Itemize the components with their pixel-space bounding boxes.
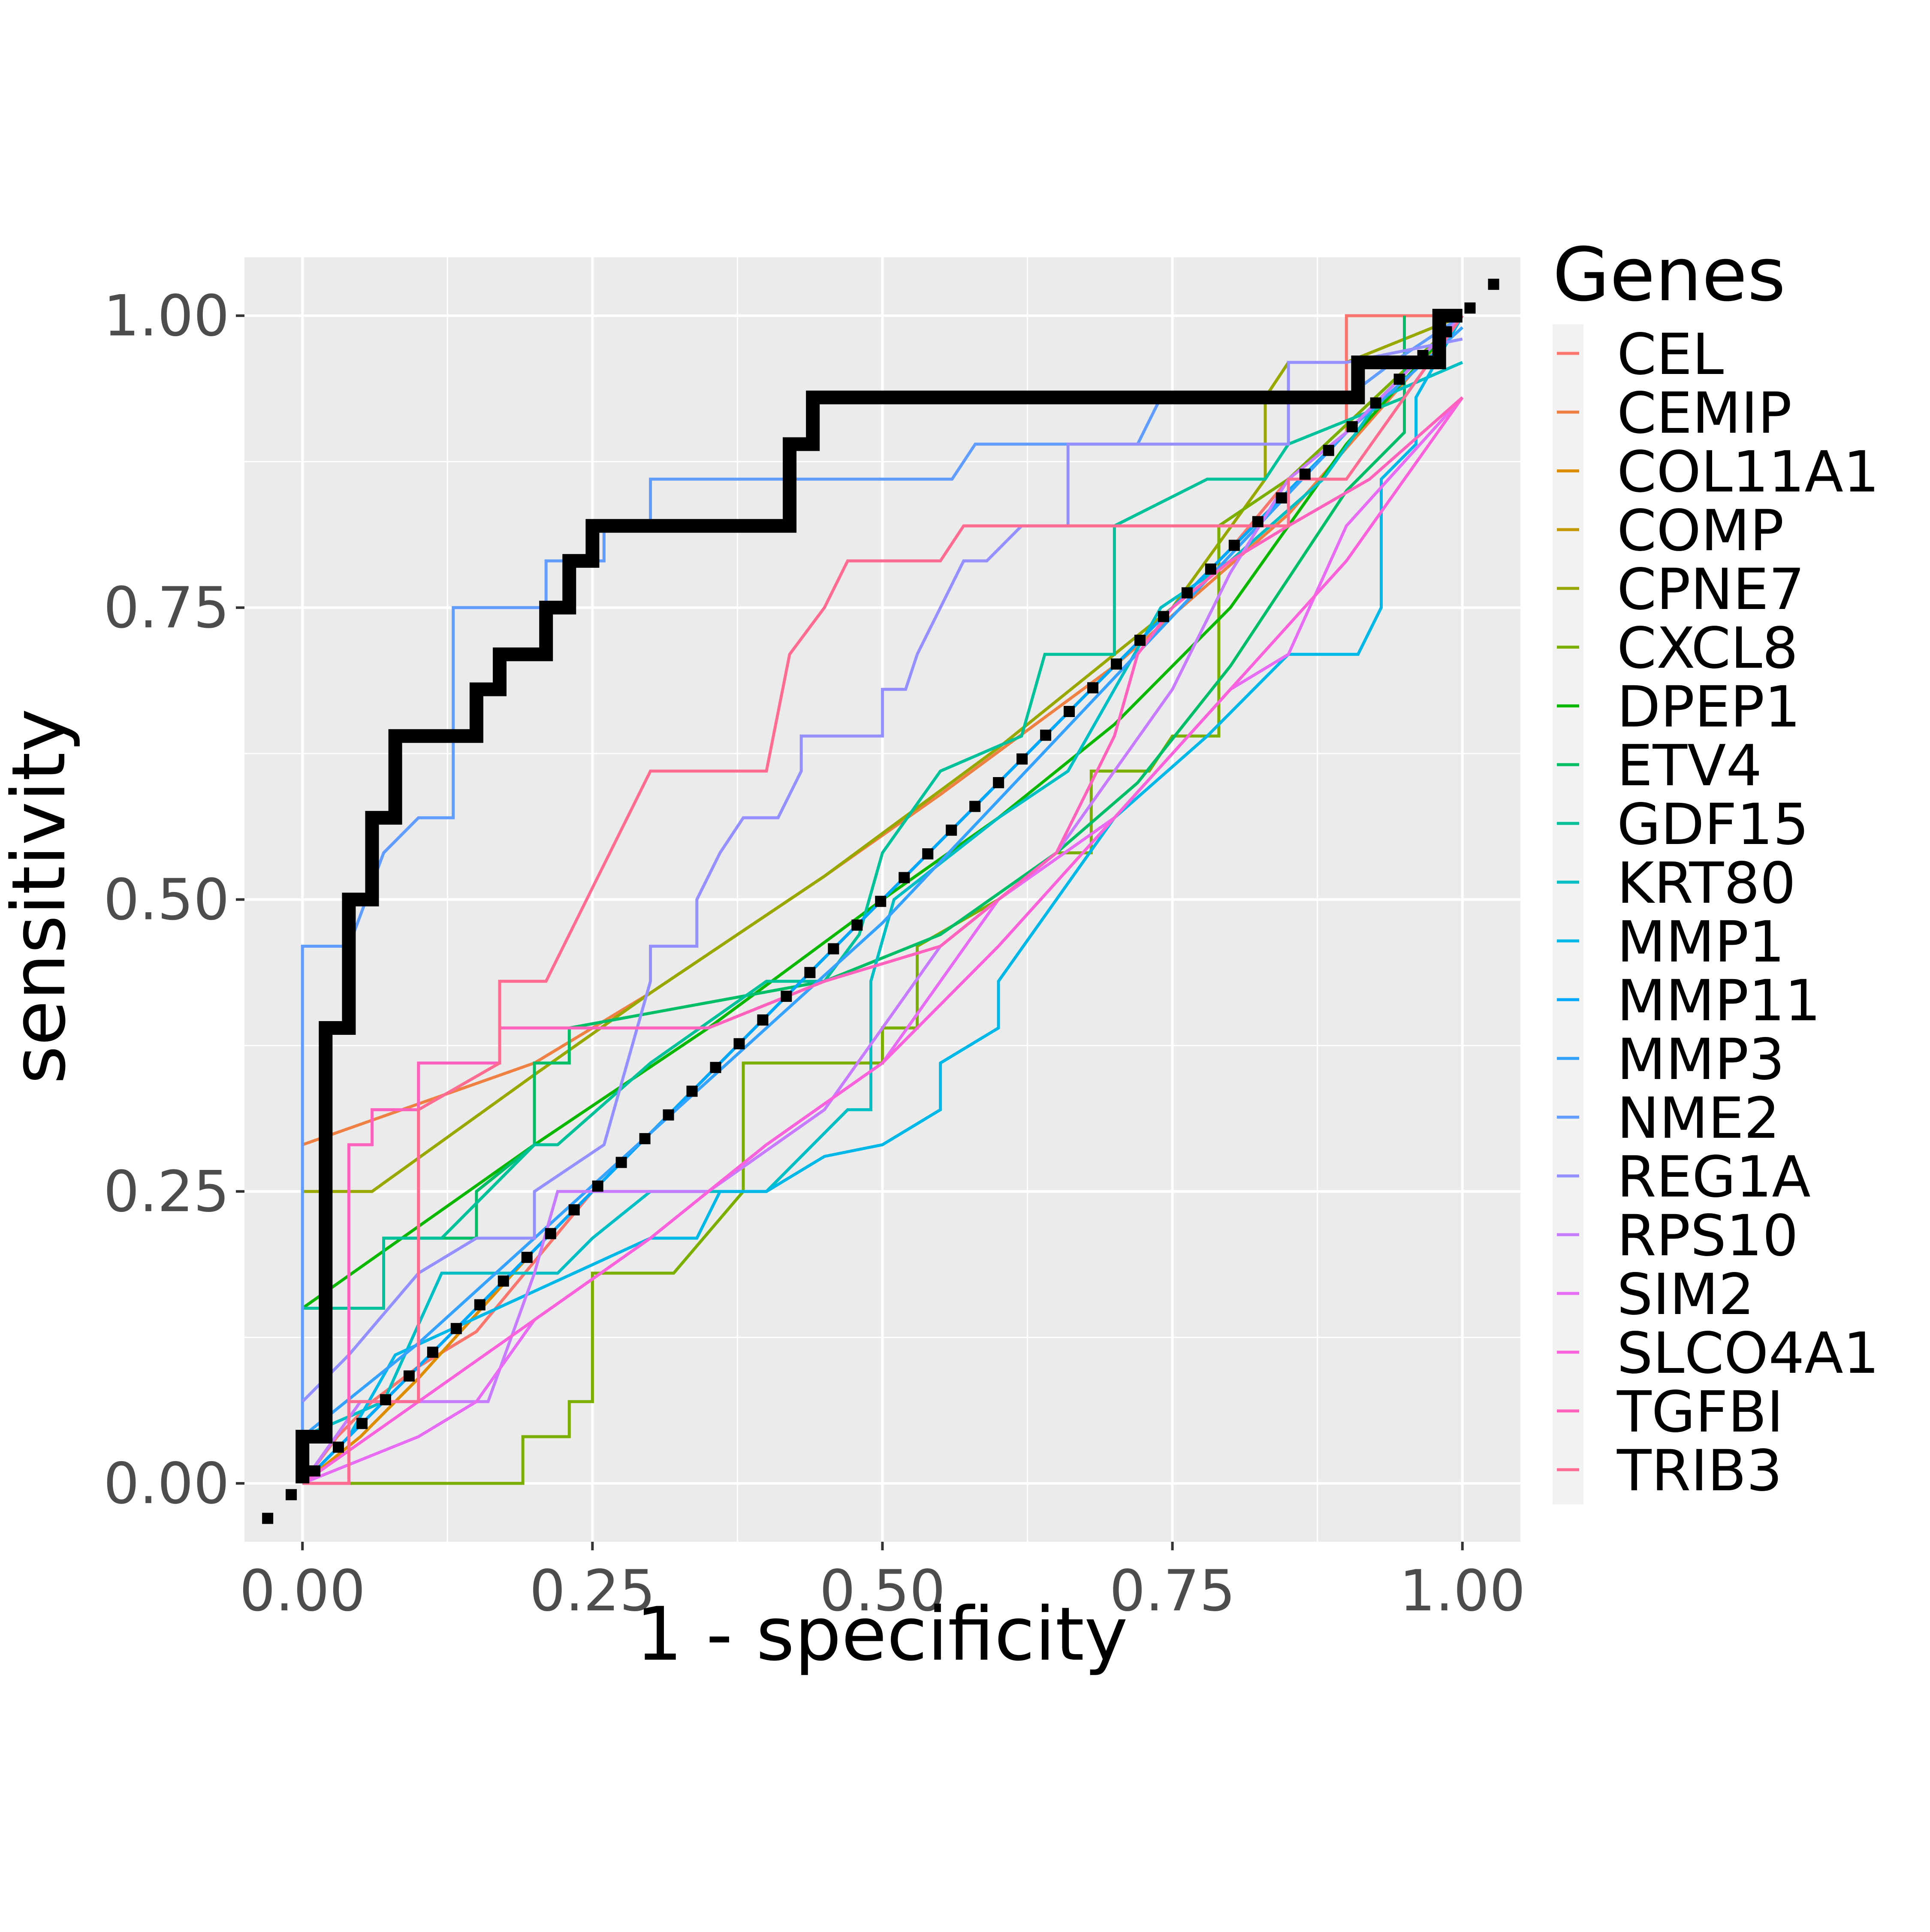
legend: Genes CELCEMIPCOL11A1COMPCPNE7CXCL8DPEP1… xyxy=(1553,232,1879,1504)
y-axis-title: sensitivity xyxy=(0,708,82,1084)
legend-label-krt80: KRT80 xyxy=(1617,850,1796,916)
series-line-slco4a1 xyxy=(302,396,1464,1485)
y-tick-label: 0.00 xyxy=(103,1451,229,1517)
series-line-trib3 xyxy=(302,315,1464,1485)
series-line-nme2 xyxy=(301,314,1463,1483)
legend-label-mmp1: MMP1 xyxy=(1617,909,1785,975)
series-line-tgfbi xyxy=(302,396,1464,1485)
legend-label-sim2: SIM2 xyxy=(1617,1262,1755,1328)
legend-label-nme2: NME2 xyxy=(1617,1085,1780,1151)
legend-label-cel: CEL xyxy=(1617,322,1724,388)
x-tick-label: 0.75 xyxy=(1110,1558,1236,1624)
legend-label-etv4: ETV4 xyxy=(1617,733,1762,799)
legend-label-slco4a1: SLCO4A1 xyxy=(1617,1320,1879,1386)
y-tick-label: 0.25 xyxy=(103,1159,229,1225)
x-tick-label: 0.25 xyxy=(529,1558,655,1624)
series-line-reference xyxy=(259,261,1517,1526)
series-line-combined xyxy=(296,309,1463,1483)
series-line-gdf15 xyxy=(302,315,1464,1310)
x-tick-label: 0.00 xyxy=(239,1558,365,1624)
series-line-sim2 xyxy=(302,396,1464,1485)
legend-label-cpne7: CPNE7 xyxy=(1617,557,1805,623)
x-tick-label: 0.50 xyxy=(820,1558,946,1624)
x-axis-title: 1 - specificity xyxy=(636,1591,1128,1677)
legend-label-mmp3: MMP3 xyxy=(1617,1027,1785,1093)
legend-label-comp: COMP xyxy=(1617,498,1784,564)
legend-label-gdf15: GDF15 xyxy=(1617,792,1809,858)
legend-label-cxcl8: CXCL8 xyxy=(1617,615,1798,681)
y-tick-label: 0.50 xyxy=(103,867,229,933)
legend-label-reg1a: REG1A xyxy=(1617,1144,1811,1210)
y-tick-label: 1.00 xyxy=(103,283,229,349)
legend-title: Genes xyxy=(1553,232,1786,318)
legend-label-rps10: RPS10 xyxy=(1617,1203,1798,1269)
legend-label-trib3: TRIB3 xyxy=(1616,1438,1782,1504)
legend-key-background xyxy=(1553,324,1583,1504)
x-tick-label: 1.00 xyxy=(1399,1558,1526,1624)
legend-label-dpep1: DPEP1 xyxy=(1617,674,1800,740)
legend-label-tgfbi: TGFBI xyxy=(1616,1379,1783,1445)
series-line-cemip xyxy=(302,314,1464,1146)
axes: 0.00 0.25 0.50 0.75 1.00 0.00 0.25 0.50 0.75 1.00 xyxy=(103,283,1526,1624)
y-tick-label: 0.75 xyxy=(103,575,229,641)
legend-label-col11a1: COL11A1 xyxy=(1617,439,1879,505)
legend-label-cemip: CEMIP xyxy=(1617,380,1792,446)
series-line-cxcl8 xyxy=(302,314,1464,1485)
series-line-mmp1 xyxy=(301,315,1464,1485)
roc-curves xyxy=(259,261,1517,1526)
legend-label-mmp11: MMP11 xyxy=(1617,968,1821,1034)
